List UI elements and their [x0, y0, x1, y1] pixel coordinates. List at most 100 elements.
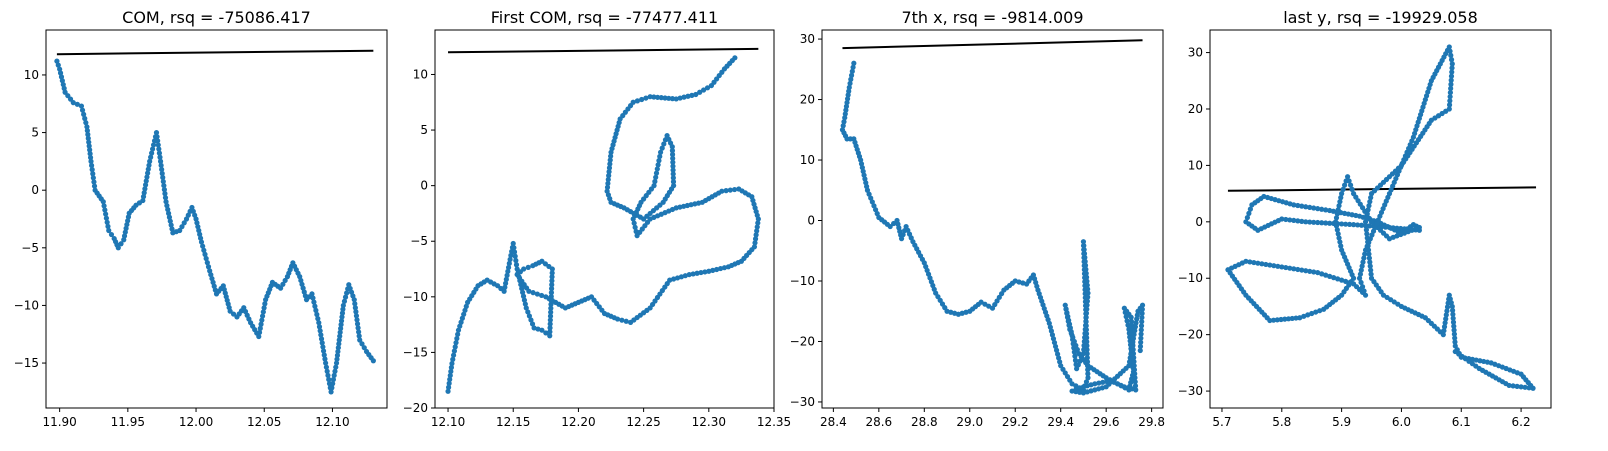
scatter-point: [505, 268, 511, 275]
scatter-point: [673, 96, 679, 102]
scatter-point: [205, 264, 212, 270]
scatter-series: [54, 58, 376, 395]
scatter-series: [1225, 44, 1536, 391]
scatter-point: [1064, 310, 1070, 316]
scatter-point: [547, 329, 553, 335]
scatter-point: [103, 211, 109, 217]
fit-line: [448, 47, 759, 54]
scatter-point: [1451, 323, 1457, 329]
scatter-point: [149, 150, 155, 156]
scatter-point: [1082, 330, 1088, 337]
scatter-point: [1133, 320, 1139, 326]
scatter-point: [1299, 203, 1305, 209]
scatter-point: [513, 257, 519, 264]
scatter-point: [689, 92, 695, 98]
scatter-point: [78, 103, 85, 109]
y-tick-label: −15: [14, 356, 39, 370]
y-tick-label: −5: [410, 234, 428, 248]
scatter-point: [159, 170, 165, 177]
scatter-point: [534, 291, 540, 297]
scatter-point: [1362, 219, 1369, 225]
scatter-point: [1350, 191, 1357, 197]
scatter-point: [352, 305, 358, 311]
scatter-point: [869, 199, 875, 205]
scatter-point: [87, 151, 93, 157]
scatter-point: [260, 309, 266, 315]
scatter-point: [1313, 309, 1319, 315]
scatter-point: [506, 260, 512, 267]
scatter-point: [1283, 216, 1289, 223]
scatter-point: [549, 274, 555, 280]
scatter-point: [530, 290, 536, 296]
scatter-point: [445, 384, 452, 390]
y-tick-label: 10: [24, 68, 39, 82]
scatter-point: [1082, 334, 1088, 341]
scatter-point: [1331, 275, 1337, 281]
scatter-point: [630, 99, 636, 105]
scatter-point: [103, 215, 110, 221]
scatter-point: [1081, 246, 1087, 253]
scatter-point: [661, 141, 667, 147]
scatter-point: [370, 358, 376, 364]
scatter-point: [547, 317, 553, 323]
scatter-point: [1343, 278, 1349, 284]
scatter-point: [202, 251, 208, 257]
scatter-point: [448, 368, 454, 375]
scatter-point: [168, 222, 174, 228]
scatter-point: [505, 264, 512, 271]
scatter-point: [262, 301, 268, 307]
scatter-point: [1299, 267, 1305, 273]
scatter-point: [1071, 338, 1077, 345]
scatter-point: [501, 288, 507, 294]
scatter-point: [1449, 307, 1456, 313]
scatter-point: [157, 158, 164, 164]
scatter-point: [1068, 330, 1074, 337]
scatter-point: [325, 372, 331, 379]
y-tick-label: −20: [790, 334, 815, 348]
scatter-point: [88, 158, 94, 164]
scatter-point: [353, 309, 359, 315]
scatter-point: [334, 356, 340, 362]
scatter-point: [1350, 222, 1357, 228]
scatter-point: [528, 317, 534, 323]
scatter-point: [681, 94, 687, 100]
scatter-point: [548, 286, 555, 292]
x-tick-label: 12.30: [692, 415, 726, 429]
scatter-point: [338, 325, 344, 332]
scatter-point: [318, 332, 324, 338]
scatter-point: [1289, 315, 1295, 322]
scatter-point: [1255, 260, 1261, 266]
scatter-point: [106, 227, 112, 234]
scatter-point: [1083, 314, 1089, 320]
scatter-point: [332, 368, 338, 374]
chart-title: COM, rsq = -75086.417: [122, 8, 311, 27]
scatter-point: [1070, 334, 1076, 341]
scatter-point: [323, 360, 329, 366]
scatter-point: [1271, 263, 1277, 269]
scatter-point: [898, 236, 905, 242]
scatter-point: [1263, 261, 1269, 268]
scatter-point: [511, 245, 517, 251]
x-tick-label: 29.0: [956, 415, 983, 429]
scatter-point: [177, 227, 183, 234]
x-tick-label: 6.0: [1392, 415, 1411, 429]
scatter-point: [257, 325, 263, 331]
scatter-point: [324, 368, 330, 374]
scatter-point: [1335, 207, 1341, 213]
scatter-point: [1448, 52, 1454, 58]
scatter-point: [1447, 94, 1453, 100]
scatter-point: [685, 93, 691, 99]
scatter-point: [1368, 271, 1374, 277]
scatter-point: [1285, 316, 1292, 322]
scatter-point: [669, 148, 676, 154]
scatter-point: [449, 360, 455, 367]
scatter-point: [1132, 328, 1138, 334]
scatter-point: [338, 318, 345, 324]
scatter-point: [1343, 221, 1349, 227]
scatter-point: [1081, 243, 1087, 249]
scatter-point: [1452, 348, 1458, 355]
scatter-point: [1364, 235, 1370, 241]
scatter-point: [1259, 261, 1265, 267]
chart-title: First COM, rsq = -77477.411: [491, 8, 718, 27]
scatter-point: [850, 64, 856, 70]
